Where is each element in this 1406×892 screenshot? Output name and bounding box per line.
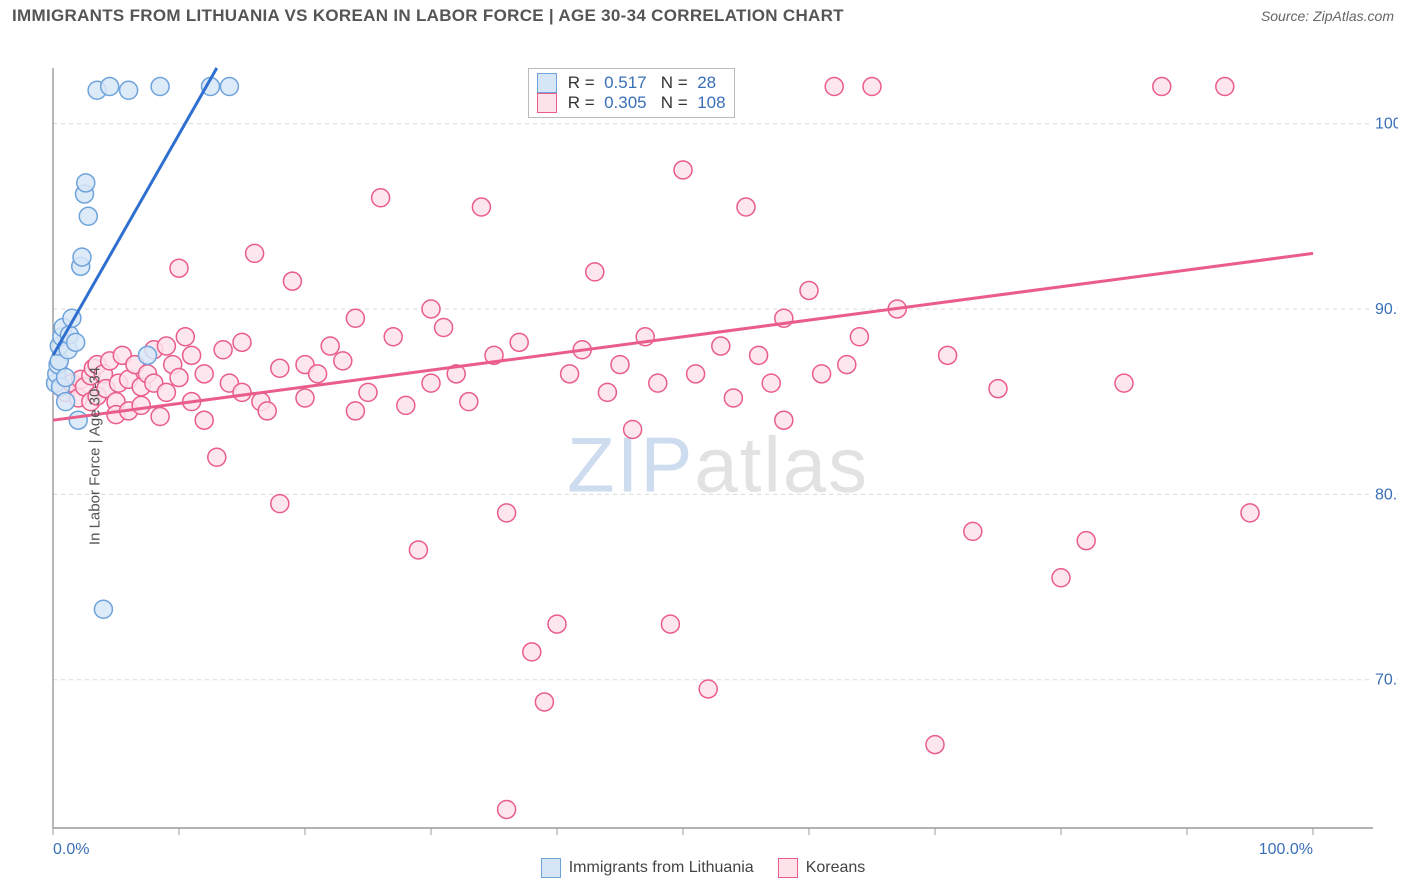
legend-stats: R = 0.305 N = 108 [563,93,726,113]
correlation-legend: R = 0.517 N = 28 R = 0.305 N = 108 [528,68,735,118]
legend-row: R = 0.305 N = 108 [537,93,726,113]
series-legend: Immigrants from Lithuania Koreans [8,858,1398,878]
chart-area: In Labor Force | Age 30-34 70.0% 80.0% 90.… [8,30,1398,882]
series-legend-item: Koreans [778,858,866,878]
series-name: Immigrants from Lithuania [569,859,754,877]
series-legend-item: Immigrants from Lithuania [541,858,754,878]
svg-text:80.0%: 80.0% [1375,486,1398,503]
svg-text:0.0%: 0.0% [53,841,89,858]
svg-text:100.0%: 100.0% [1375,116,1398,133]
scatter-chart: 70.0% 80.0% 90.0% 100.0% 0.0% 100.0% [8,30,1398,860]
legend-swatch [537,73,557,93]
chart-title: IMMIGRANTS FROM LITHUANIA VS KOREAN IN L… [12,6,844,26]
svg-text:100.0%: 100.0% [1259,841,1313,858]
svg-text:70.0%: 70.0% [1375,672,1398,689]
legend-stats: R = 0.517 N = 28 [563,73,716,93]
svg-text:90.0%: 90.0% [1375,301,1398,318]
legend-swatch [541,858,561,878]
series-name: Koreans [806,859,866,877]
legend-swatch [778,858,798,878]
source-label: Source: ZipAtlas.com [1261,8,1394,24]
legend-swatch [537,93,557,113]
legend-row: R = 0.517 N = 28 [537,73,726,93]
y-axis-label: In Labor Force | Age 30-34 [87,367,104,545]
